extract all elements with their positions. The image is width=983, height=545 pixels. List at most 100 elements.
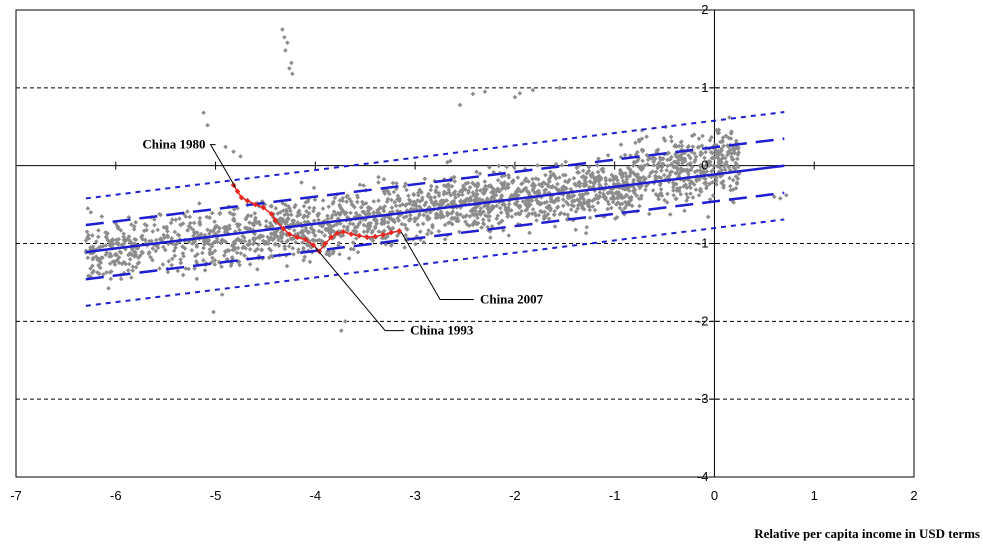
- scatter-point: [299, 234, 304, 240]
- scatter-point: [275, 211, 281, 216]
- china-point: [388, 229, 394, 236]
- scatter-point: [513, 191, 518, 196]
- scatter-point: [397, 198, 402, 204]
- scatter-point: [422, 202, 427, 208]
- scatter-point: [674, 196, 679, 202]
- scatter-point: [411, 199, 417, 204]
- scatter-point: [291, 228, 297, 233]
- scatter-point: [783, 192, 789, 198]
- scatter-point: [281, 218, 286, 224]
- scatter-point: [606, 190, 612, 195]
- scatter-point: [736, 171, 742, 177]
- scatter-point: [612, 176, 617, 181]
- scatter-point: [330, 213, 335, 218]
- scatter-point: [381, 208, 387, 214]
- scatter-point: [652, 156, 658, 162]
- scatter-point: [311, 218, 317, 224]
- scatter-point: [547, 179, 552, 184]
- scatter-point: [651, 163, 656, 168]
- scatter-point: [109, 269, 114, 274]
- scatter-point: [515, 187, 521, 192]
- scatter-point: [424, 214, 430, 220]
- scatter-point: [139, 249, 145, 255]
- scatter-point: [721, 143, 726, 149]
- scatter-point: [488, 184, 494, 190]
- x-tick-label: 1: [811, 488, 818, 503]
- scatter-point: [615, 195, 620, 201]
- scatter-point: [336, 240, 342, 246]
- scatter-point: [730, 145, 736, 150]
- scatter-point: [693, 154, 699, 160]
- scatter-point: [268, 231, 274, 236]
- scatter-point: [478, 212, 483, 217]
- scatter-point: [386, 224, 391, 230]
- scatter-point: [219, 292, 225, 297]
- scatter-point: [418, 189, 424, 194]
- y-tick-label: 1: [701, 80, 708, 95]
- scatter-point: [699, 143, 705, 149]
- scatter-point: [380, 235, 386, 241]
- scatter-point: [671, 188, 676, 193]
- scatter-point: [497, 189, 502, 194]
- scatter-point: [262, 241, 267, 247]
- scatter-point: [486, 204, 491, 210]
- scatter-point: [552, 224, 558, 229]
- scatter-point: [85, 206, 91, 211]
- scatter-point: [543, 172, 548, 178]
- scatter-point: [295, 231, 300, 237]
- regression-lines: [85, 111, 785, 307]
- china-point: [340, 229, 347, 235]
- scatter-point: [488, 235, 493, 240]
- scatter-point: [691, 132, 697, 138]
- scatter-point: [337, 204, 343, 210]
- scatter-point: [730, 157, 735, 162]
- scatter-point: [442, 236, 448, 242]
- scatter-point: [470, 91, 476, 97]
- scatter-point: [206, 237, 212, 243]
- scatter-point: [624, 174, 629, 180]
- scatter-point: [495, 213, 501, 219]
- scatter-point: [395, 233, 400, 238]
- scatter-point: [565, 195, 571, 201]
- scatter-point: [725, 149, 731, 155]
- scatter-point: [309, 226, 314, 232]
- scatter-point: [269, 203, 275, 209]
- scatter-point: [302, 213, 307, 218]
- scatter-point: [441, 214, 446, 220]
- scatter-point: [629, 194, 634, 200]
- scatter-point: [595, 174, 600, 180]
- scatter-point: [245, 213, 251, 218]
- scatter-point: [530, 176, 535, 182]
- scatter-point: [678, 166, 684, 171]
- scatter-point: [96, 228, 101, 233]
- scatter-point: [276, 243, 282, 248]
- scatter-point: [116, 260, 122, 265]
- scatter-point: [728, 187, 733, 193]
- scatter-point: [474, 198, 480, 204]
- scatter-point: [338, 210, 344, 216]
- scatter-point: [319, 223, 324, 228]
- scatter-point: [704, 160, 709, 165]
- scatter-point: [427, 216, 432, 221]
- scatter-point: [721, 185, 726, 190]
- scatter-point: [305, 199, 311, 204]
- scatter-point: [301, 228, 307, 234]
- scatter-point: [316, 228, 322, 234]
- scatter-point: [278, 209, 283, 215]
- scatter-point: [451, 202, 457, 208]
- scatter-point: [661, 136, 667, 141]
- scatter-point: [252, 211, 258, 216]
- scatter-point: [619, 170, 624, 176]
- scatter-point: [605, 206, 611, 212]
- scatter-point: [253, 236, 258, 242]
- scatter-point: [345, 228, 350, 233]
- scatter-point: [338, 328, 344, 333]
- scatter-point: [590, 174, 596, 179]
- scatter-point: [717, 158, 723, 163]
- scatter-point: [697, 177, 702, 182]
- scatter-point: [288, 212, 294, 218]
- inner-band-upper: [85, 137, 785, 227]
- scatter-point: [340, 198, 345, 204]
- scatter-point: [420, 195, 425, 201]
- scatter-point: [128, 251, 133, 256]
